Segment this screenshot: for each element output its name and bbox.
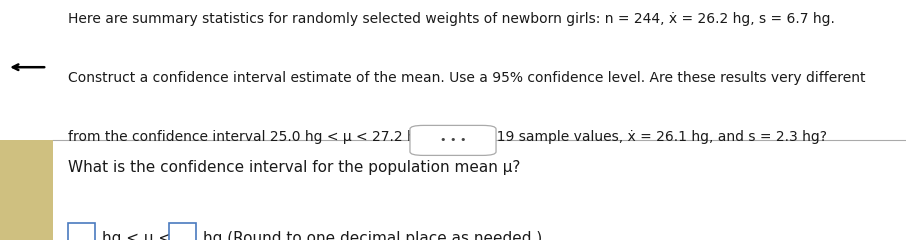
Text: • • •: • • •: [439, 135, 467, 145]
FancyBboxPatch shape: [410, 125, 496, 156]
Text: Construct a confidence interval estimate of the mean. Use a 95% confidence level: Construct a confidence interval estimate…: [68, 71, 865, 85]
FancyBboxPatch shape: [68, 223, 95, 240]
Text: from the confidence interval 25.0 hg < μ < 27.2 hg with only 19 sample values, ẋ: from the confidence interval 25.0 hg < μ…: [68, 130, 827, 144]
Text: What is the confidence interval for the population mean μ?: What is the confidence interval for the …: [68, 160, 520, 175]
FancyBboxPatch shape: [169, 223, 196, 240]
Text: hg (Round to one decimal place as needed.): hg (Round to one decimal place as needed…: [203, 231, 542, 240]
Text: Here are summary statistics for randomly selected weights of newborn girls: n = : Here are summary statistics for randomly…: [68, 12, 834, 26]
Bar: [0, 140, 53, 240]
Text: hg < μ <: hg < μ <: [102, 231, 171, 240]
